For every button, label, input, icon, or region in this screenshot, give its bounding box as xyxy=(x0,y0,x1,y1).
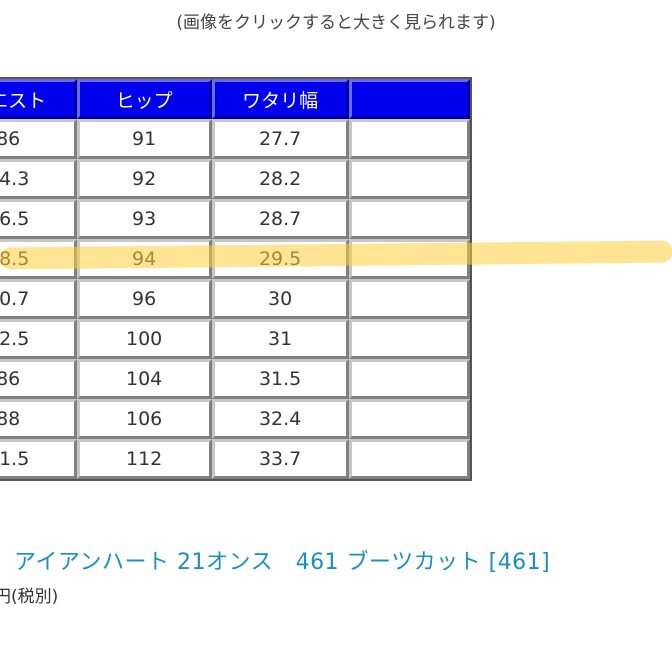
table-row-highlighted: 78.5 94 29.5 xyxy=(0,239,470,279)
header-cell-waist: ウエスト xyxy=(0,79,77,119)
table-cell: 88 xyxy=(0,399,77,439)
table-cell: 86 xyxy=(0,119,77,159)
table-cell xyxy=(348,439,470,479)
table-cell xyxy=(348,359,470,399)
table-cell: 76.5 xyxy=(0,199,77,239)
table-cell: 86 xyxy=(0,359,77,399)
table-cell: 92 xyxy=(76,159,212,199)
table-cell: 104 xyxy=(76,359,212,399)
price-note: 円(税別) xyxy=(0,587,59,607)
table-cell xyxy=(348,199,470,239)
table-cell: 32.4 xyxy=(211,399,349,439)
table-cell: 94 xyxy=(76,239,212,279)
table-row: 88 106 32.4 xyxy=(0,399,470,439)
table-cell xyxy=(348,119,470,159)
table-cell: 106 xyxy=(76,399,212,439)
table-cell: 33.7 xyxy=(211,439,349,479)
table-cell: 91 xyxy=(76,119,212,159)
table-row: 74.3 92 28.2 xyxy=(0,159,470,199)
table-cell: 91.5 xyxy=(0,439,77,479)
table-cell: 80.7 xyxy=(0,279,77,319)
table-cell: 112 xyxy=(76,439,212,479)
header-cell-hip: ヒップ xyxy=(76,79,212,119)
product-title-link[interactable]: アイアンハート 21オンス 461 ブーツカット [461] xyxy=(14,550,551,575)
table-row: 80.7 96 30 xyxy=(0,279,470,319)
table-cell: 28.2 xyxy=(211,159,349,199)
table-cell: 96 xyxy=(76,279,212,319)
header-cell-thigh: ワタリ幅 xyxy=(211,79,349,119)
table-cell xyxy=(348,239,470,279)
header-cell xyxy=(348,79,470,119)
table-cell: 100 xyxy=(76,319,212,359)
size-table: ウエスト ヒップ ワタリ幅 86 91 27.7 74.3 92 28.2 76… xyxy=(0,77,472,481)
table-cell xyxy=(348,319,470,359)
table-header-row: ウエスト ヒップ ワタリ幅 xyxy=(0,79,470,119)
enlarge-hint: (画像をクリックすると大きく見られます) xyxy=(176,13,496,33)
table-cell xyxy=(348,279,470,319)
table-cell: 27.7 xyxy=(211,119,349,159)
table-cell: 82.5 xyxy=(0,319,77,359)
table-row: 86 104 31.5 xyxy=(0,359,470,399)
table-cell: 74.3 xyxy=(0,159,77,199)
table-cell xyxy=(348,159,470,199)
table-cell: 28.7 xyxy=(211,199,349,239)
table-row: 91.5 112 33.7 xyxy=(0,439,470,479)
table-row: 76.5 93 28.7 xyxy=(0,199,470,239)
table-cell: 31.5 xyxy=(211,359,349,399)
table-cell: 29.5 xyxy=(211,239,349,279)
table-cell: 93 xyxy=(76,199,212,239)
table-row: 86 91 27.7 xyxy=(0,119,470,159)
table-cell: 31 xyxy=(211,319,349,359)
table-cell xyxy=(348,399,470,439)
table-cell: 30 xyxy=(211,279,349,319)
table-cell: 78.5 xyxy=(0,239,77,279)
table-row: 82.5 100 31 xyxy=(0,319,470,359)
